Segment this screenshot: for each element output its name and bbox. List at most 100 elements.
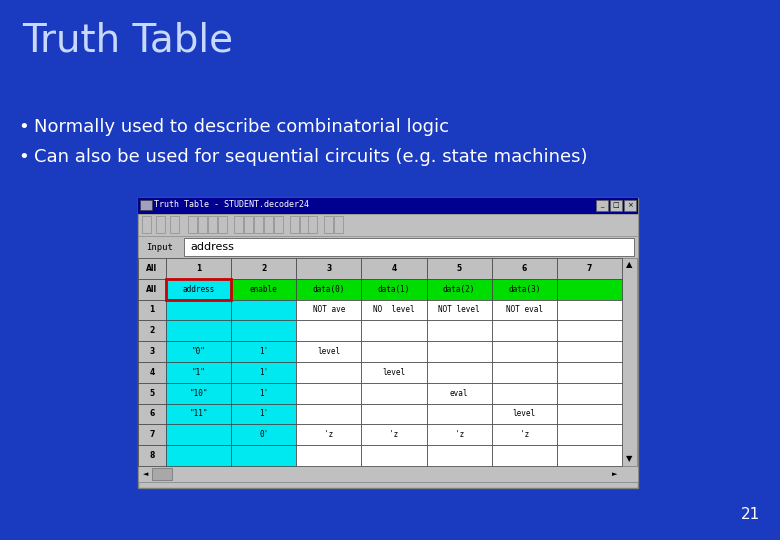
Bar <box>166 403 231 424</box>
Bar <box>557 320 622 341</box>
Text: Can also be used for sequential circuits (e.g. state machines): Can also be used for sequential circuits… <box>34 148 587 166</box>
Bar <box>170 216 179 233</box>
Bar <box>208 216 217 233</box>
Text: 'z: 'z <box>455 430 464 440</box>
Text: □: □ <box>612 202 619 208</box>
Bar <box>491 383 557 403</box>
Text: eval: eval <box>450 389 469 397</box>
Bar <box>138 198 638 488</box>
Text: 1': 1' <box>259 389 268 397</box>
Bar <box>557 445 622 466</box>
Bar <box>198 216 207 233</box>
Text: ▲: ▲ <box>626 260 633 269</box>
Bar <box>140 200 152 210</box>
Bar <box>557 362 622 383</box>
Bar <box>274 216 283 233</box>
Text: 3: 3 <box>150 347 154 356</box>
Bar <box>491 258 557 279</box>
Text: Truth Table: Truth Table <box>22 22 233 60</box>
Bar <box>334 216 343 233</box>
Bar <box>166 424 231 445</box>
Bar <box>491 320 557 341</box>
Bar <box>138 341 166 362</box>
Bar <box>138 424 166 445</box>
Bar <box>231 279 296 300</box>
Bar <box>557 403 622 424</box>
Bar <box>138 383 166 403</box>
Bar <box>296 300 361 320</box>
Text: 6: 6 <box>150 409 154 418</box>
Bar <box>166 383 231 403</box>
Bar <box>138 403 166 424</box>
Bar <box>427 300 491 320</box>
Bar <box>231 445 296 466</box>
Text: "10": "10" <box>190 389 207 397</box>
Bar <box>361 362 427 383</box>
Text: ►: ► <box>612 471 618 477</box>
Bar <box>361 300 427 320</box>
Text: 8: 8 <box>149 451 154 460</box>
Bar <box>427 383 491 403</box>
Bar <box>296 320 361 341</box>
Bar <box>491 403 557 424</box>
Text: "11": "11" <box>190 409 207 418</box>
Bar <box>296 445 361 466</box>
Bar <box>491 424 557 445</box>
Bar <box>427 362 491 383</box>
Bar <box>491 300 557 320</box>
Text: ×: × <box>627 202 633 208</box>
Bar <box>290 216 299 233</box>
Bar <box>156 216 165 233</box>
Text: ▼: ▼ <box>626 455 633 463</box>
Bar <box>166 279 231 300</box>
Bar <box>218 216 227 233</box>
Text: 0': 0' <box>259 430 268 440</box>
Bar <box>624 200 636 211</box>
Text: 21: 21 <box>741 507 760 522</box>
Bar <box>231 320 296 341</box>
Text: address: address <box>183 285 215 294</box>
Bar <box>264 216 273 233</box>
Bar <box>361 445 427 466</box>
Bar <box>557 279 622 300</box>
Bar <box>557 383 622 403</box>
Text: 4: 4 <box>150 368 154 377</box>
Bar <box>491 362 557 383</box>
Text: enable: enable <box>250 285 278 294</box>
Text: Input: Input <box>146 242 173 252</box>
Text: 'z: 'z <box>324 430 334 440</box>
Bar <box>557 258 622 279</box>
Bar <box>244 216 253 233</box>
Bar <box>300 216 309 233</box>
Text: NOT level: NOT level <box>438 306 480 314</box>
Bar <box>361 279 427 300</box>
Text: 5: 5 <box>456 264 462 273</box>
Bar <box>596 200 608 211</box>
Bar <box>296 424 361 445</box>
Bar <box>361 341 427 362</box>
Text: 1': 1' <box>259 409 268 418</box>
Text: data(3): data(3) <box>508 285 541 294</box>
Bar <box>427 279 491 300</box>
Bar <box>557 424 622 445</box>
Bar <box>231 362 296 383</box>
Bar <box>308 216 317 233</box>
Bar <box>166 445 231 466</box>
Bar <box>231 341 296 362</box>
Text: Normally used to describe combinatorial logic: Normally used to describe combinatorial … <box>34 118 449 136</box>
Bar <box>427 445 491 466</box>
Text: •: • <box>18 148 29 166</box>
Bar <box>254 216 263 233</box>
Bar <box>138 236 638 258</box>
Text: NO  level: NO level <box>373 306 415 314</box>
Text: address: address <box>190 242 234 252</box>
Bar <box>427 424 491 445</box>
Bar <box>166 258 231 279</box>
Text: 7: 7 <box>587 264 592 273</box>
Bar <box>138 466 638 482</box>
Text: data(1): data(1) <box>378 285 410 294</box>
Bar <box>427 341 491 362</box>
Bar <box>361 258 427 279</box>
Text: level: level <box>382 368 406 377</box>
Bar <box>166 320 231 341</box>
